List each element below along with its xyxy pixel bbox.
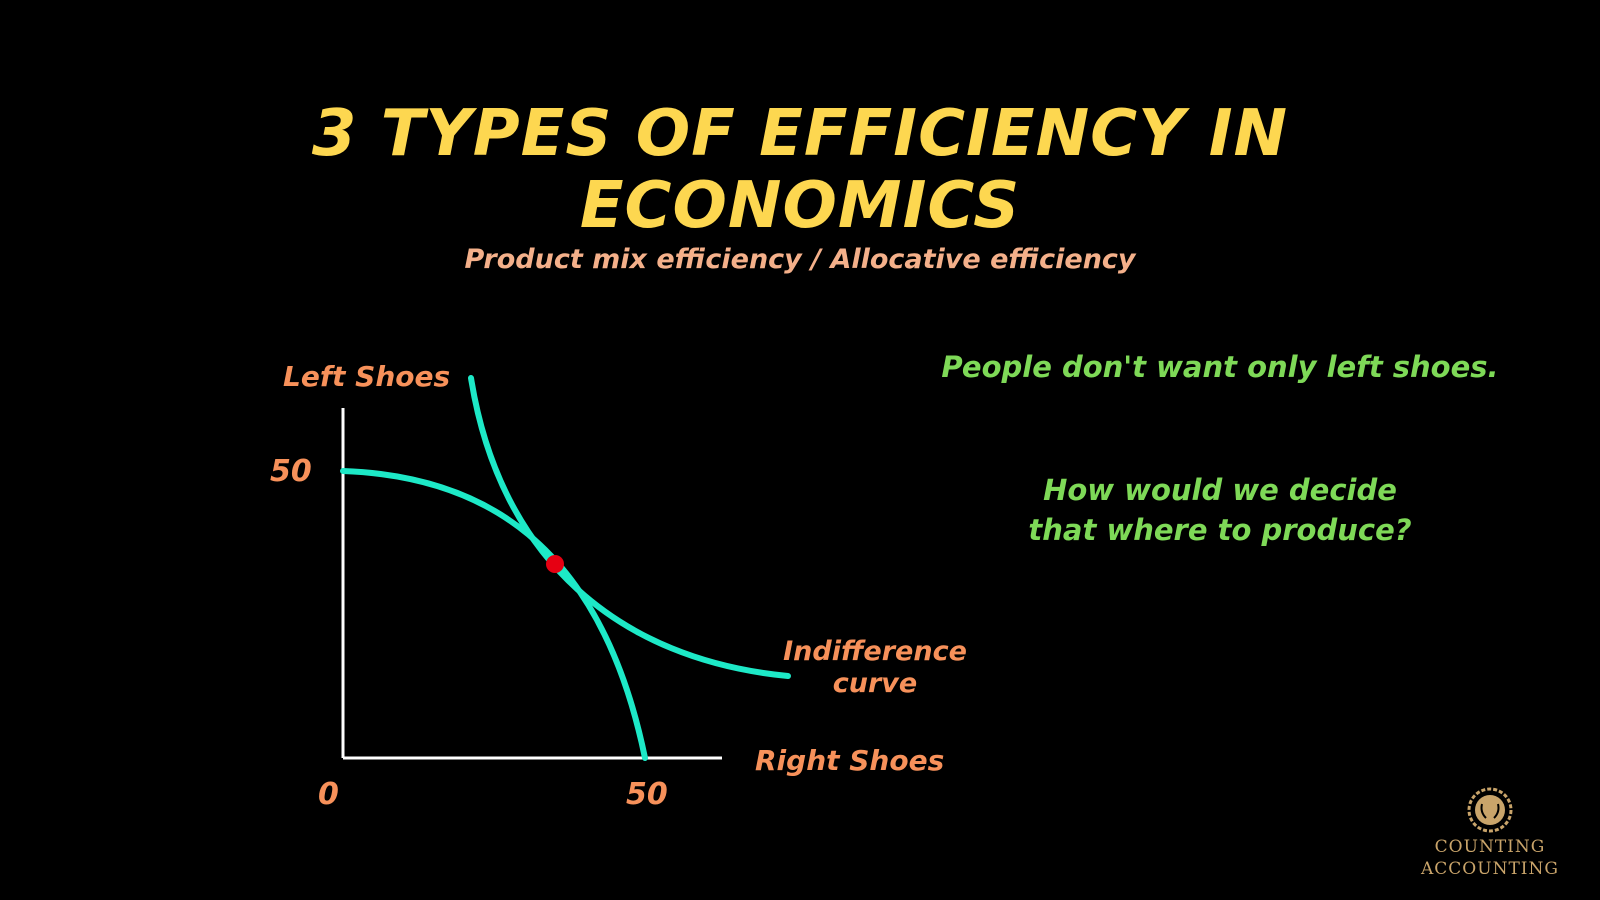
production-possibility-curve: [340, 468, 648, 761]
tangency-point: [546, 555, 564, 573]
brand-logo: COUNTING ACCOUNTING: [1400, 786, 1580, 880]
note-line-2: How would we decide: [1043, 473, 1397, 507]
page-title-line-2: ECONOMICS: [579, 169, 1021, 243]
page-title-line-1: 3 TYPES OF EFFICIENCY IN: [311, 97, 1289, 171]
origin-label: 0: [318, 777, 339, 812]
indifference-curve: [468, 375, 791, 679]
note-line-3: that where to produce?: [1028, 513, 1412, 547]
y-axis-label: Left Shoes: [283, 360, 450, 393]
curve-label-line-2: curve: [833, 668, 917, 699]
page-subtitle: Product mix efficiency / Allocative effi…: [464, 244, 1136, 275]
y-tick-label: 50: [270, 454, 312, 489]
x-tick-label: 50: [626, 777, 668, 812]
x-axis-label: Right Shoes: [755, 744, 944, 777]
logo-text-line-1: COUNTING: [1434, 837, 1546, 857]
curve-label-line-1: Indifference: [783, 636, 967, 667]
logo-text-line-2: ACCOUNTING: [1421, 859, 1559, 879]
laurel-seal-icon: [1467, 787, 1513, 833]
note-line-1: People don't want only left shoes.: [941, 350, 1499, 384]
